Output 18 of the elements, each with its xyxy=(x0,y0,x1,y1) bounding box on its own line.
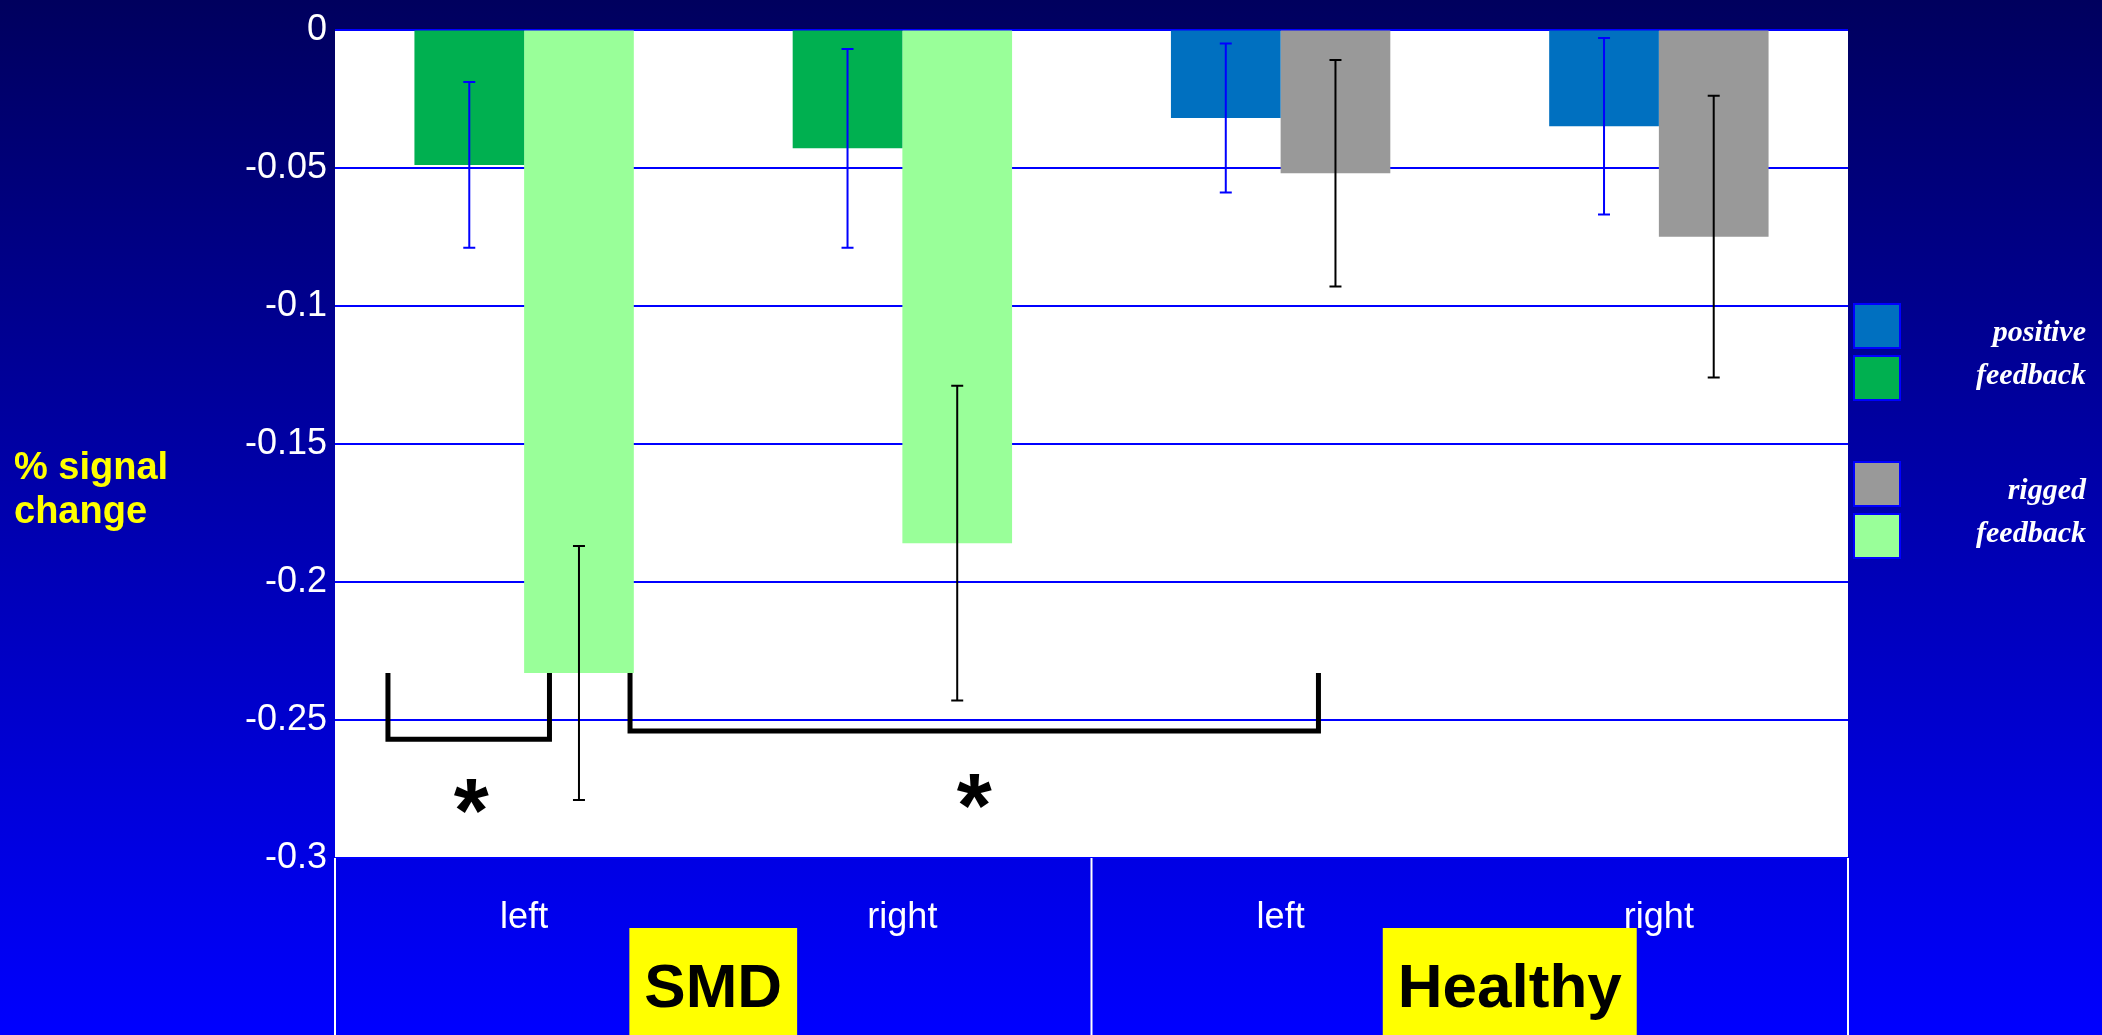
text: Healthy xyxy=(1397,951,1623,1021)
y-tick-label: -0.05 xyxy=(244,144,327,186)
y-tick-label: -0.25 xyxy=(244,696,327,738)
x-tick-label: right xyxy=(867,894,938,936)
y-tick-label: -0.2 xyxy=(264,558,327,600)
y-tick-label: 0 xyxy=(306,6,327,48)
x-tick-label: left xyxy=(1256,894,1305,936)
text: positive feedback xyxy=(1975,312,2086,392)
y-tick-label: -0.15 xyxy=(244,420,327,462)
x-tick-label: right xyxy=(1623,894,1694,936)
annotation: * xyxy=(956,755,992,856)
text: rigged feedback xyxy=(1975,470,2086,550)
y-tick-label: -0.3 xyxy=(264,834,327,876)
x-tick-label: left xyxy=(500,894,549,936)
annotation: * xyxy=(453,761,489,862)
y-axis-title: % signal change xyxy=(14,445,170,533)
y-tick-label: -0.1 xyxy=(264,282,327,324)
text: SMD xyxy=(644,951,783,1021)
